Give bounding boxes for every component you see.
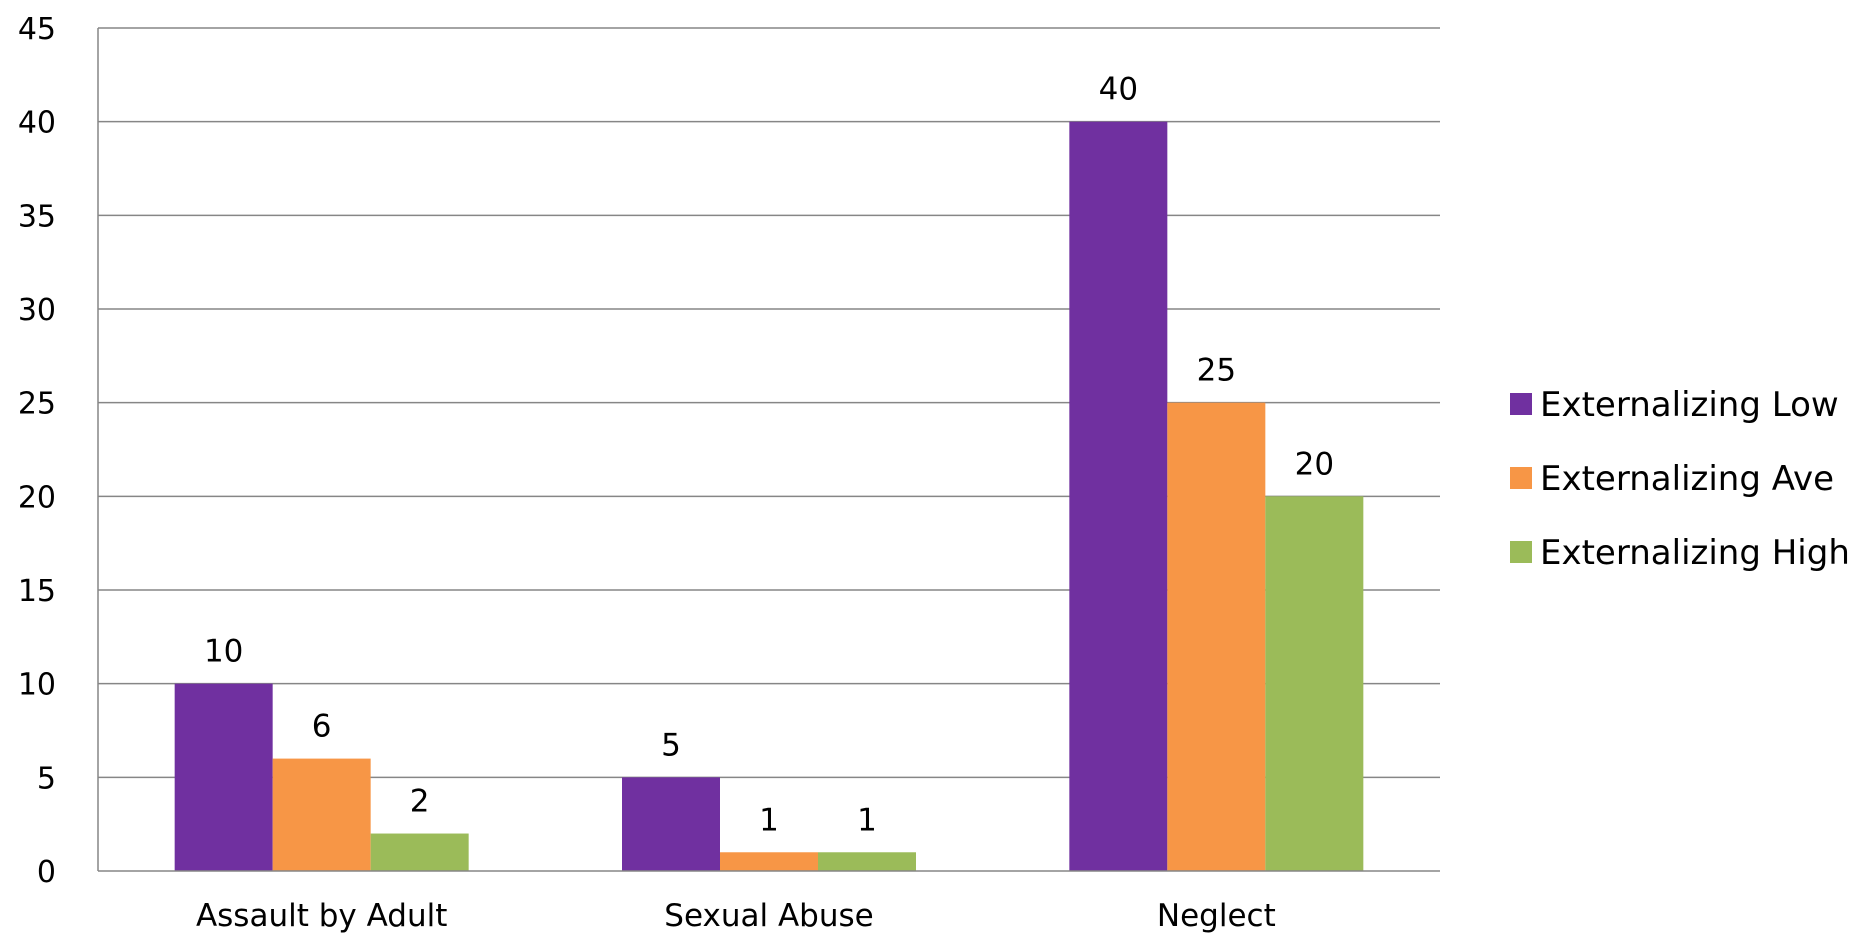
bars [174, 121, 1364, 871]
bar [720, 852, 818, 871]
bar [818, 852, 916, 871]
y-tick-label: 25 [18, 387, 56, 422]
data-label: 6 [312, 709, 332, 745]
y-tick-label: 30 [18, 293, 56, 328]
x-tick-label: Assault by Adult [196, 898, 447, 934]
bar [174, 683, 273, 871]
x-tick-label: Sexual Abuse [664, 898, 873, 934]
bar [272, 758, 371, 871]
y-axis-tick-labels: 0 5 10 15 20 25 30 35 40 45 [18, 12, 56, 890]
legend-swatch [1510, 467, 1532, 489]
y-tick-label: 10 [18, 668, 56, 703]
y-tick-label: 40 [18, 106, 56, 141]
legend-label: Externalizing High [1540, 533, 1850, 573]
bar [1069, 121, 1168, 871]
axes [97, 28, 1440, 872]
data-label: 25 [1197, 353, 1236, 389]
x-tick-label: Neglect [1157, 898, 1276, 934]
data-label: 1 [759, 802, 779, 838]
y-tick-label: 0 [37, 855, 56, 890]
bar [1265, 496, 1364, 871]
y-tick-label: 45 [18, 12, 56, 47]
x-axis-category-labels: Assault by Adult Sexual Abuse Neglect [196, 898, 1276, 934]
data-label: 10 [204, 634, 243, 670]
data-label: 2 [410, 784, 430, 820]
y-tick-label: 35 [18, 199, 56, 234]
data-label: 40 [1099, 72, 1138, 108]
bar [1167, 402, 1266, 871]
data-label: 5 [661, 727, 681, 763]
legend-label: Externalizing Ave [1540, 459, 1834, 499]
data-label: 20 [1295, 446, 1334, 482]
legend-swatch [1510, 541, 1532, 563]
y-tick-label: 5 [37, 761, 56, 796]
legend-swatch [1510, 393, 1532, 415]
data-label: 1 [857, 802, 877, 838]
gridlines [98, 27, 1440, 779]
legend-label: Externalizing Low [1540, 385, 1839, 425]
bar [370, 833, 469, 871]
y-tick-label: 15 [18, 574, 56, 609]
bar [622, 777, 720, 871]
y-tick-label: 20 [18, 480, 56, 515]
legend: Externalizing Low Externalizing Ave Extern… [1510, 385, 1850, 573]
